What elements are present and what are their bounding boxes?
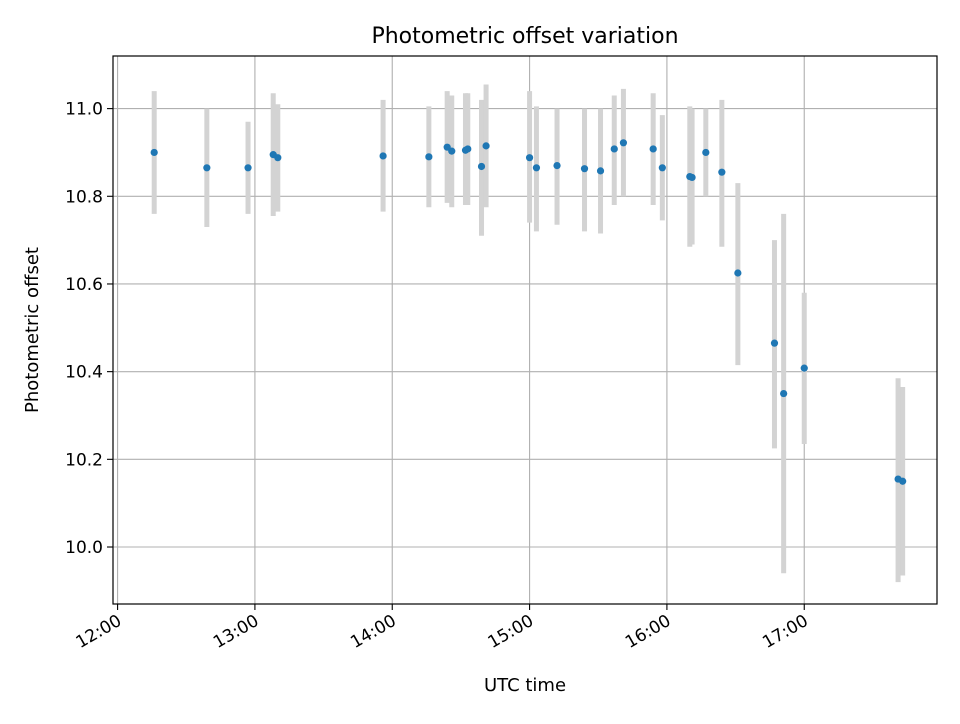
data-point: [379, 152, 387, 160]
data-point: [658, 164, 666, 172]
data-point: [464, 145, 472, 153]
grid: [113, 56, 937, 604]
data-point: [619, 139, 628, 147]
y-tick-label: 10.6: [65, 275, 103, 295]
plot-frame: [112, 55, 938, 605]
data-points: [150, 139, 907, 485]
data-point: [274, 154, 282, 162]
data-point: [425, 153, 433, 161]
data-point: [899, 477, 907, 485]
data-point: [477, 162, 486, 171]
data-point: [203, 164, 211, 172]
data-point: [649, 145, 657, 153]
data-point: [596, 167, 605, 175]
data-point: [610, 145, 618, 153]
x-axis-label: UTC time: [484, 675, 566, 696]
y-axis-label: Photometric offset: [22, 247, 43, 413]
y-tick-label: 11.0: [65, 100, 103, 120]
data-point: [525, 154, 534, 162]
data-point: [482, 142, 490, 150]
data-point: [770, 339, 779, 347]
y-tick-label: 10.0: [65, 538, 103, 558]
y-tick-label: 10.8: [65, 187, 103, 207]
data-point: [702, 148, 710, 157]
data-point: [780, 389, 788, 398]
data-point: [448, 147, 456, 155]
data-point: [532, 164, 541, 172]
data-point: [734, 269, 742, 277]
data-point: [244, 164, 252, 172]
data-point: [553, 162, 561, 170]
data-point: [150, 148, 158, 157]
y-axis: 10.0 10.2 10.4 10.6 10.8 11.0: [65, 100, 113, 558]
y-tick-label: 10.4: [65, 363, 103, 383]
y-tick-label: 10.2: [65, 450, 103, 470]
data-point: [688, 173, 696, 182]
chart-title: Photometric offset variation: [371, 24, 678, 49]
data-point: [580, 165, 589, 173]
data-point: [718, 168, 726, 176]
data-point: [800, 364, 808, 372]
